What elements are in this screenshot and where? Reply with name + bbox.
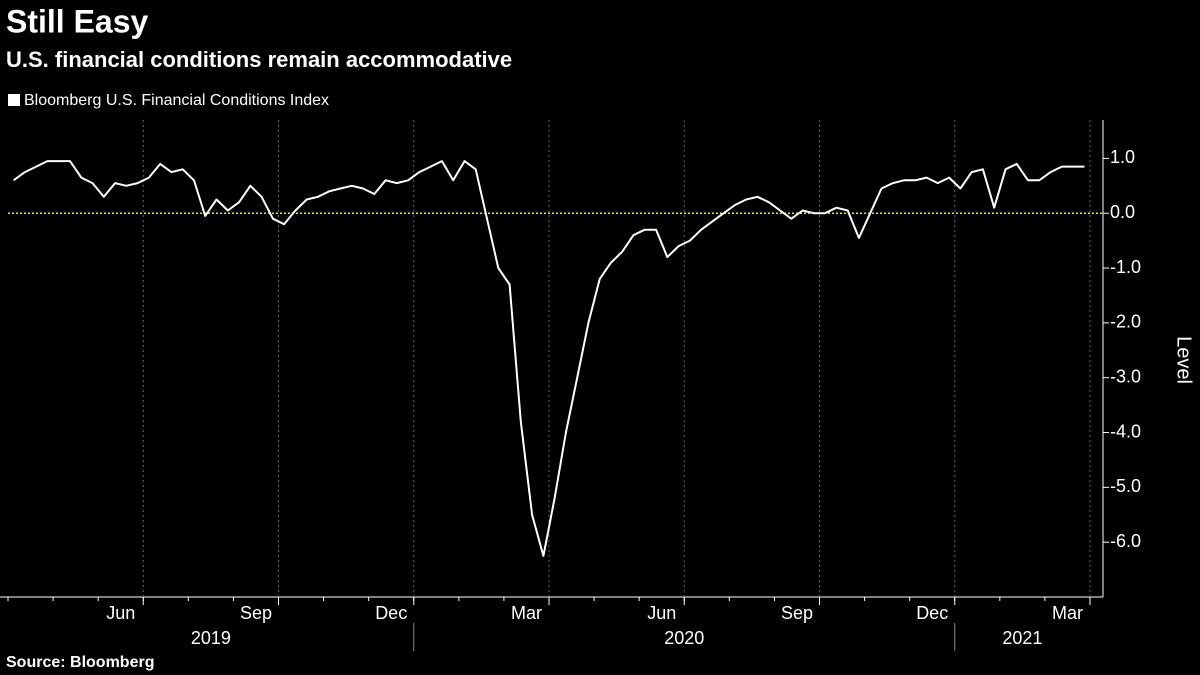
x-tick-label: Sep — [240, 603, 272, 623]
y-tick-label: -2.0 — [1110, 312, 1141, 332]
x-tick-label: Mar — [511, 603, 542, 623]
y-axis-label: Level — [1173, 336, 1195, 384]
y-tick-label: -1.0 — [1110, 257, 1141, 277]
series-line — [13, 160, 1085, 557]
legend-swatch — [8, 94, 20, 106]
source: Source: Bloomberg — [6, 654, 154, 671]
x-tick-label: Dec — [375, 603, 407, 623]
legend-label: Bloomberg U.S. Financial Conditions Inde… — [24, 92, 329, 109]
chart-subtitle: U.S. financial conditions remain accommo… — [6, 47, 512, 72]
y-tick-label: -3.0 — [1110, 366, 1141, 386]
y-tick-label: 0.0 — [1110, 202, 1135, 222]
x-tick-label: Dec — [916, 603, 948, 623]
chart-title: Still Easy — [6, 3, 149, 39]
y-tick-label: -5.0 — [1110, 476, 1141, 496]
x-tick-label: Sep — [781, 603, 813, 623]
y-tick-label: -4.0 — [1110, 421, 1141, 441]
year-label: 2021 — [1002, 628, 1042, 648]
x-tick-label: Jun — [647, 603, 676, 623]
x-tick-label: Jun — [106, 603, 135, 623]
year-label: 2020 — [664, 628, 704, 648]
y-tick-label: -6.0 — [1110, 531, 1141, 551]
y-tick-label: 1.0 — [1110, 147, 1135, 167]
x-tick-label: Mar — [1052, 603, 1083, 623]
year-label: 2019 — [191, 628, 231, 648]
